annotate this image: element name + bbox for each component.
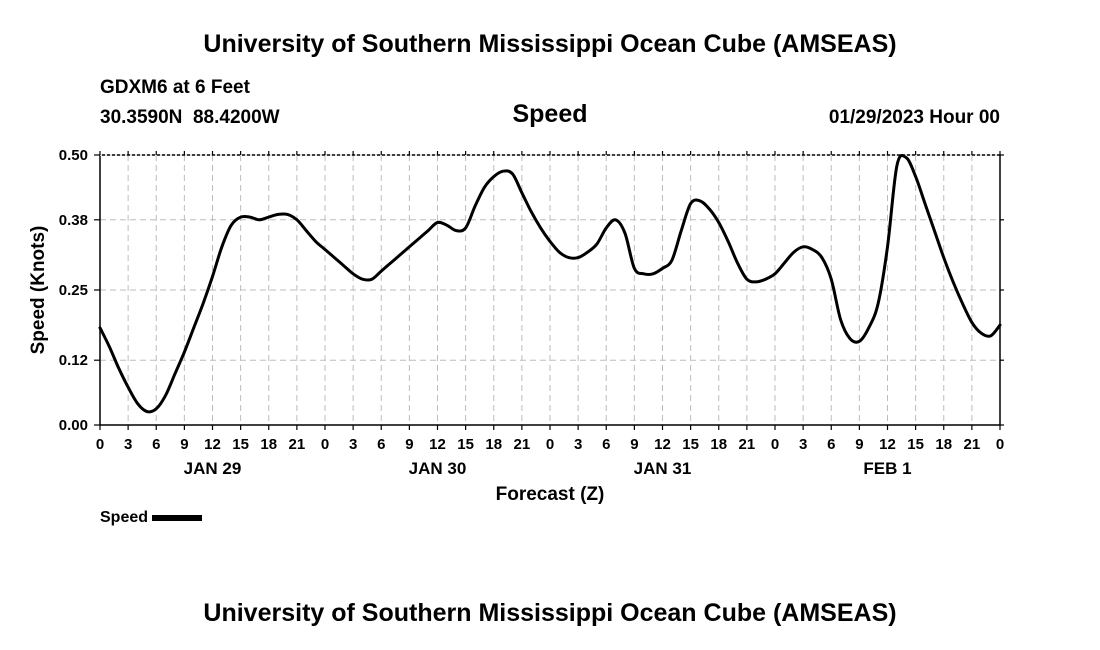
x-tick-label: 18 xyxy=(485,436,502,453)
x-tick-label: 0 xyxy=(771,436,779,453)
chart-footer-title: University of Southern Mississippi Ocean… xyxy=(203,599,897,627)
x-tick-label: 3 xyxy=(574,436,582,453)
legend-label: Speed xyxy=(100,509,149,526)
chart-header-title: University of Southern Mississippi Ocean… xyxy=(203,30,897,58)
x-tick-label: 15 xyxy=(907,436,924,453)
x-tick-label: 18 xyxy=(260,436,277,453)
x-tick-label: 9 xyxy=(630,436,638,453)
x-tick-label: 12 xyxy=(879,436,896,453)
x-tick-label: 18 xyxy=(935,436,952,453)
x-tick-label: 0 xyxy=(996,436,1004,453)
x-axis-label: Forecast (Z) xyxy=(496,484,605,505)
x-tick-label: 0 xyxy=(96,436,104,453)
x-tick-label: 6 xyxy=(827,436,835,453)
datetime-label: 01/29/2023 Hour 00 xyxy=(828,107,1000,128)
x-tick-label: 0 xyxy=(546,436,554,453)
x-tick-label: 21 xyxy=(739,436,756,453)
y-tick-label: 0.12 xyxy=(59,352,88,369)
date-label: FEB 1 xyxy=(863,459,911,478)
parameter-title: Speed xyxy=(512,100,588,128)
coordinates-label: 30.3590N 88.4200W xyxy=(100,107,280,128)
x-tick-label: 12 xyxy=(204,436,221,453)
x-tick-label: 21 xyxy=(289,436,306,453)
x-tick-label: 15 xyxy=(457,436,474,453)
x-tick-label: 12 xyxy=(429,436,446,453)
y-axis-label: Speed (Knots) xyxy=(28,226,49,355)
x-tick-label: 15 xyxy=(232,436,249,453)
y-tick-label: 0.00 xyxy=(59,417,88,434)
x-tick-label: 18 xyxy=(710,436,727,453)
date-label: JAN 31 xyxy=(634,459,692,478)
legend-swatch xyxy=(152,515,203,521)
y-tick-label: 0.38 xyxy=(59,212,88,229)
x-tick-label: 9 xyxy=(405,436,413,453)
station-label: GDXM6 at 6 Feet xyxy=(100,77,250,98)
x-tick-label: 12 xyxy=(654,436,671,453)
x-tick-label: 3 xyxy=(349,436,357,453)
x-tick-label: 6 xyxy=(152,436,160,453)
x-tick-label: 6 xyxy=(602,436,610,453)
legend: Speed xyxy=(100,509,203,527)
x-tick-label: 6 xyxy=(377,436,385,453)
speed-series-line xyxy=(98,154,1002,414)
x-tick-label: 3 xyxy=(124,436,132,453)
x-tick-label: 15 xyxy=(682,436,699,453)
date-label: JAN 29 xyxy=(184,459,242,478)
x-tick-label: 9 xyxy=(855,436,863,453)
x-tick-label: 0 xyxy=(321,436,329,453)
date-label: JAN 30 xyxy=(409,459,467,478)
x-tick-label: 21 xyxy=(964,436,981,453)
x-tick-label: 3 xyxy=(799,436,807,453)
y-tick-label: 0.25 xyxy=(59,282,88,299)
y-tick-label: 0.50 xyxy=(59,147,88,164)
x-tick-label: 9 xyxy=(180,436,188,453)
x-tick-label: 21 xyxy=(514,436,531,453)
